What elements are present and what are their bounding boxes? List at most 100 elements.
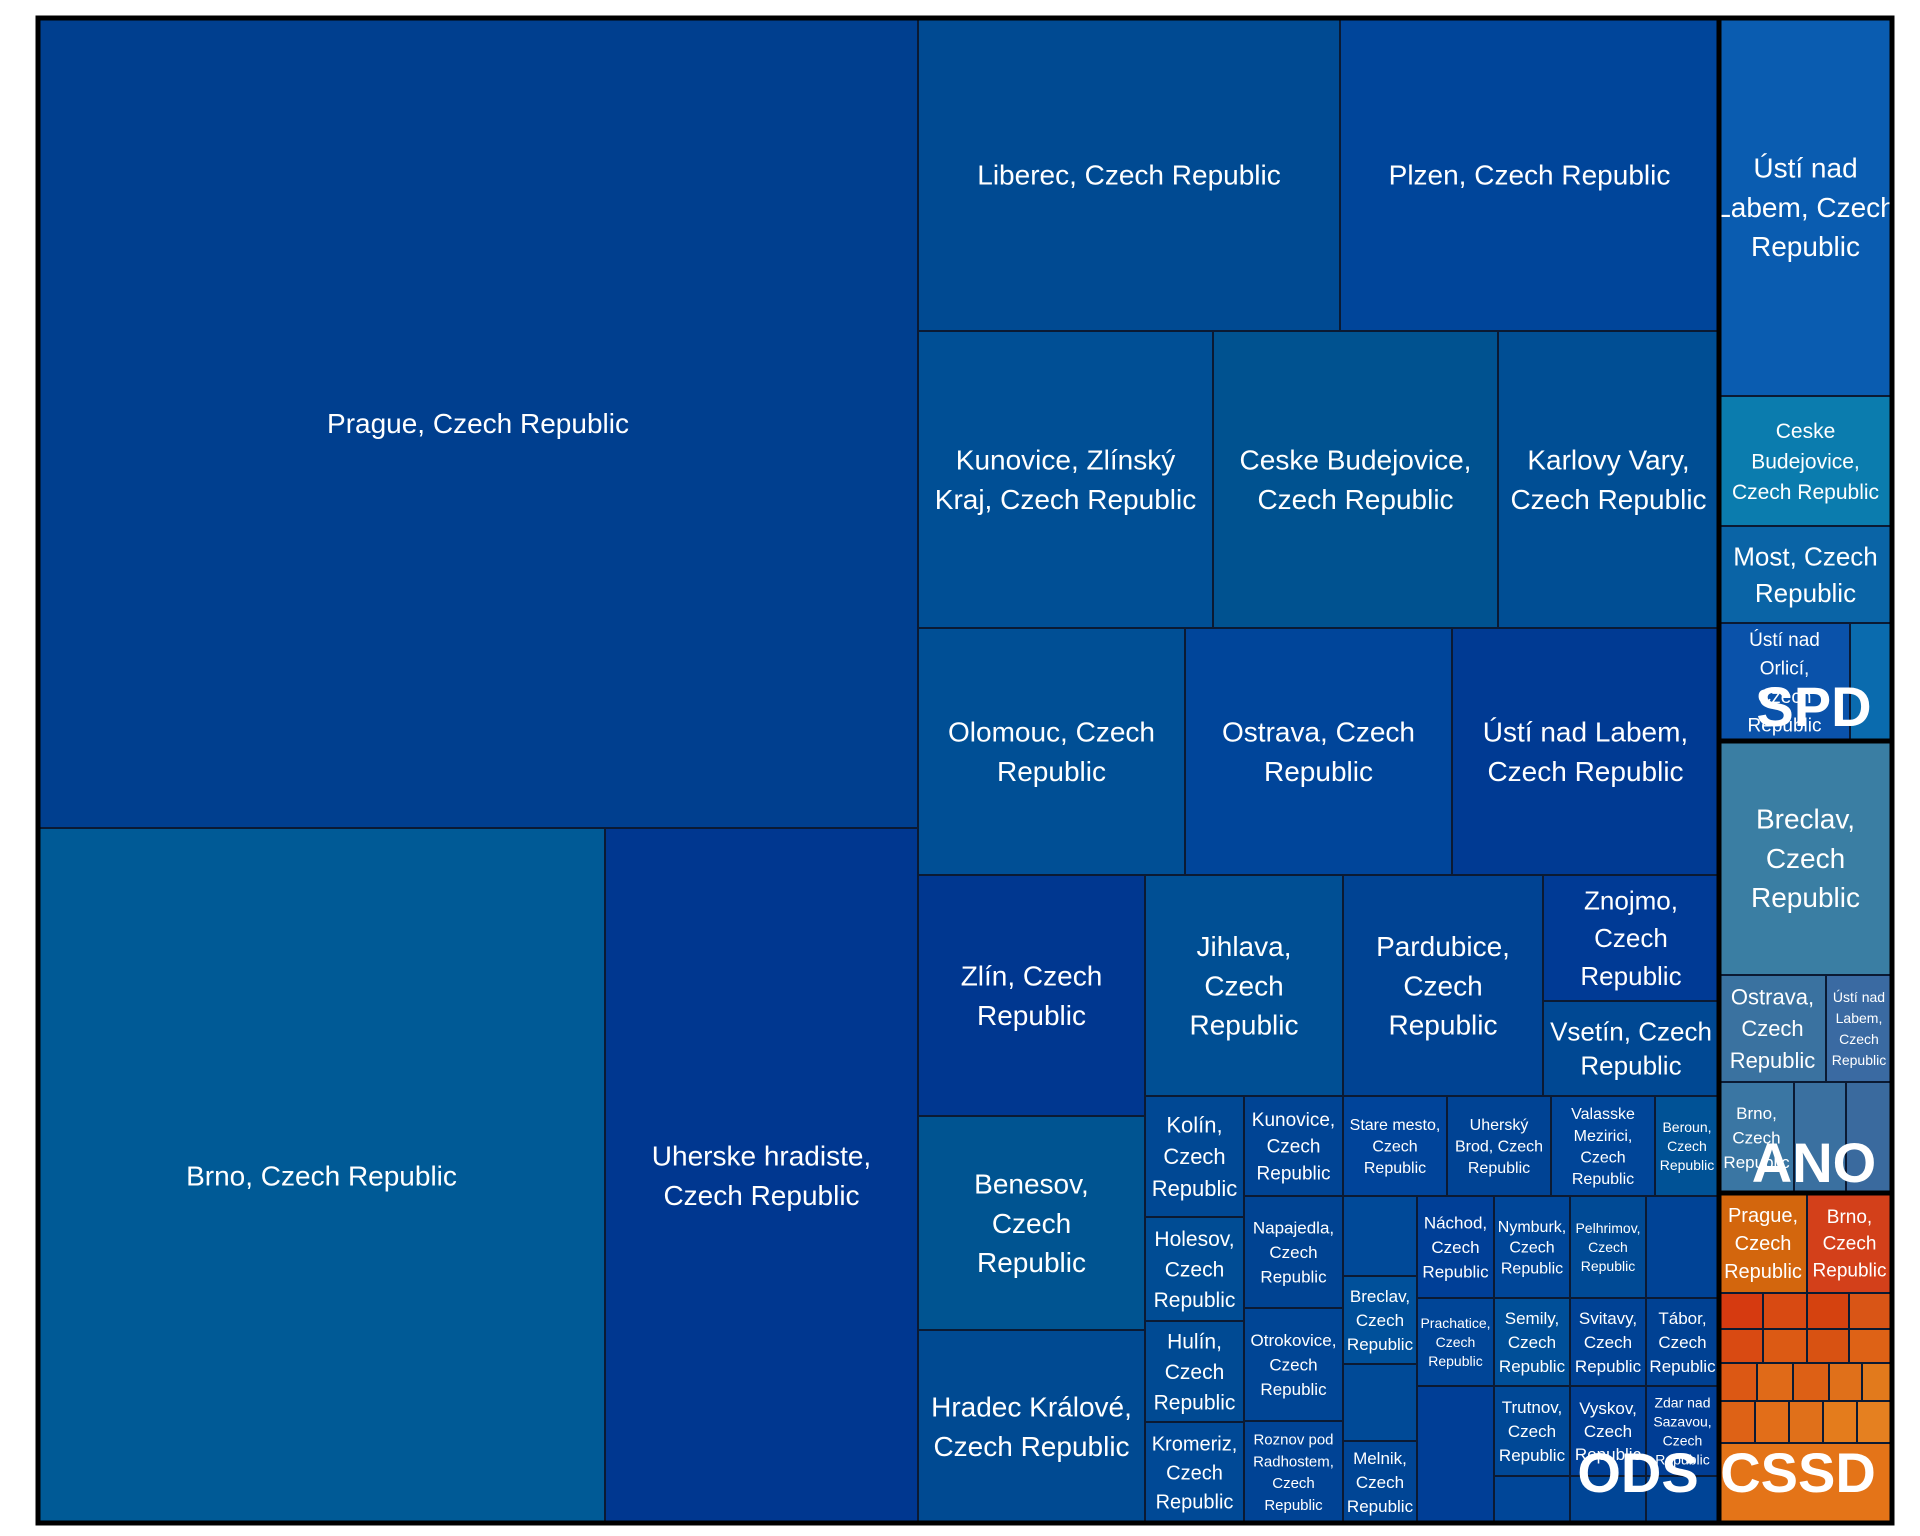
treemap-cell-rect[interactable] [1718, 740, 1893, 976]
treemap-cell-ods-karlovy-vary[interactable]: Karlovy Vary, Czech Republic [1497, 330, 1720, 629]
treemap-cell-ano-usti-nad-labem[interactable]: Ústí nad Labem, Czech Republic [1825, 974, 1893, 1083]
treemap-cell-rect[interactable] [1569, 1195, 1647, 1299]
treemap-cell-rect[interactable] [917, 627, 1186, 876]
treemap-cell-rect[interactable] [1806, 1192, 1893, 1294]
treemap-cell-ods-benesov[interactable]: Benesov, Czech Republic [917, 1115, 1146, 1331]
treemap-cell-rect[interactable] [917, 1115, 1146, 1331]
treemap-cell-rect[interactable] [1144, 1320, 1245, 1423]
treemap-cell-ods-hulin[interactable]: Hulín, Czech Republic [1144, 1320, 1245, 1423]
treemap-cell-spd-most[interactable]: Most, Czech Republic [1718, 525, 1893, 624]
treemap-cell-ano-breclav[interactable]: Breclav, Czech Republic [1718, 740, 1893, 976]
treemap-cell-ods-ceske-budejovice[interactable]: Ceske Budejovice, Czech Republic [1212, 330, 1499, 629]
treemap-cell-ods-pelhrimov[interactable]: Pelhrimov, Czech Republic [1569, 1195, 1647, 1299]
treemap-cell-rect[interactable] [1342, 1095, 1448, 1197]
treemap-cell-ods-prague[interactable]: Prague, Czech Republic [37, 17, 919, 829]
treemap-cell-ods-nachod[interactable]: Náchod, Czech Republic [1416, 1195, 1495, 1299]
treemap-cell-rect[interactable] [37, 827, 606, 1524]
treemap-cell-ods-zlin[interactable]: Zlín, Czech Republic [917, 874, 1146, 1117]
treemap-cell-ano-ostrava[interactable]: Ostrava, Czech Republic [1718, 974, 1827, 1083]
treemap-cell-ods-stare-mesto[interactable]: Stare mesto, Czech Republic [1342, 1095, 1448, 1197]
treemap-cell-ods-prachatice[interactable]: Prachatice, Czech Republic [1416, 1297, 1495, 1387]
treemap-cell-ods-otrokovice[interactable]: Otrokovice, Czech Republic [1243, 1307, 1344, 1422]
treemap-cell-ods-uhersky-brod[interactable]: Uherský Brod, Czech Republic [1446, 1095, 1552, 1197]
treemap-cell-cssd-brno[interactable]: Brno, Czech Republic [1806, 1192, 1893, 1294]
treemap-cell-ods-napajedla[interactable]: Napajedla, Czech Republic [1243, 1195, 1344, 1309]
treemap-cell-rect[interactable] [917, 330, 1214, 629]
treemap-cell-ods-liberec[interactable]: Liberec, Czech Republic [917, 17, 1341, 332]
treemap-cell-rect[interactable] [1493, 1385, 1571, 1477]
treemap-cell-cssd-prague[interactable]: Prague, Czech Republic [1718, 1192, 1808, 1294]
treemap-cell-rect[interactable] [1542, 874, 1720, 1002]
treemap-filler-tile [1792, 1362, 1830, 1402]
treemap-cell-ods-vyskov[interactable]: Vyskov, Czech Republic [1569, 1385, 1647, 1477]
treemap-cell-ods-kunovice[interactable]: Kunovice, Czech Republic [1243, 1095, 1344, 1197]
treemap-filler-tile [1828, 1362, 1863, 1402]
treemap-cell-spd-ceske-budejovice[interactable]: Ceske Budejovice, Czech Republic [1718, 395, 1893, 527]
treemap-cell-label: Hradec Králové, Czech Republic [931, 1392, 1132, 1462]
treemap-cell-rect[interactable] [917, 1329, 1146, 1524]
treemap-cell-rect[interactable] [1212, 330, 1499, 629]
treemap-cell-rect[interactable] [1451, 627, 1720, 876]
treemap-cell-ods-olomouc[interactable]: Olomouc, Czech Republic [917, 627, 1186, 876]
treemap-cell-rect[interactable] [1542, 1000, 1720, 1097]
treemap-cell-rect[interactable] [1645, 1297, 1720, 1387]
treemap-cell-ods-kromeriz[interactable]: Kromeriz, Czech Republic [1144, 1421, 1245, 1524]
treemap-cell-ods-nymburk[interactable]: Nymburk, Czech Republic [1493, 1195, 1571, 1299]
treemap-cell-ods-brno[interactable]: Brno, Czech Republic [37, 827, 606, 1524]
treemap-cell-rect[interactable] [1497, 330, 1720, 629]
treemap-cell-rect[interactable] [1144, 874, 1344, 1097]
treemap-cell-rect[interactable] [1718, 395, 1893, 527]
treemap-cell-rect[interactable] [604, 827, 919, 1524]
treemap-cell-label: Brno, Czech Republic [1813, 1207, 1887, 1281]
treemap-cell-rect[interactable] [1243, 1420, 1344, 1524]
treemap-cell-rect[interactable] [1339, 17, 1720, 332]
treemap-cell-ods-trutnov[interactable]: Trutnov, Czech Republic [1493, 1385, 1571, 1477]
treemap-cell-ods-valasske-mezirici[interactable]: Valasske Mezirici, Czech Republic [1550, 1095, 1656, 1197]
treemap-cell-rect[interactable] [1718, 1081, 1795, 1194]
treemap-cell-ods-melnik[interactable]: Melnik, Czech Republic [1342, 1440, 1418, 1524]
treemap-cell-label: Kromeriz, Czech Republic [1152, 1434, 1238, 1514]
treemap-cell-rect[interactable] [1825, 974, 1893, 1083]
treemap-cell-spd-usti-nad-orlici[interactable]: Ústí nad Orlicí, Czech Republic [1718, 622, 1851, 742]
treemap-cell-rect[interactable] [917, 874, 1146, 1117]
treemap-cell-ods-ostrava[interactable]: Ostrava, Czech Republic [1184, 627, 1453, 876]
treemap-cell-ods-svitavy[interactable]: Svitavy, Czech Republic [1569, 1297, 1647, 1387]
treemap-cell-ods-jihlava[interactable]: Jihlava, Czech Republic [1144, 874, 1344, 1097]
treemap-cell-label: Ostrava, Czech Republic [1222, 717, 1415, 787]
treemap-cell-rect[interactable] [1416, 1297, 1495, 1387]
treemap-cell-rect[interactable] [37, 17, 919, 829]
treemap-cell-ods-tabor[interactable]: Tábor, Czech Republic [1645, 1297, 1720, 1387]
treemap-cell-rect[interactable] [1342, 1440, 1418, 1524]
treemap-cell-ods-breclav[interactable]: Breclav, Czech Republic [1342, 1275, 1418, 1365]
treemap-cell-ods-roznov-pod-radhostem[interactable]: Roznov pod Radhostem, Czech Republic [1243, 1420, 1344, 1524]
treemap-cell-rect[interactable] [1569, 1297, 1647, 1387]
treemap-cell-ods-znojmo[interactable]: Znojmo, Czech Republic [1542, 874, 1720, 1002]
treemap-cell-ods-usti-nad-labem[interactable]: Ústí nad Labem, Czech Republic [1451, 627, 1720, 876]
treemap-cell-spd-usti-nad-labem[interactable]: Ústí nad Labem, Czech Republic [1715, 17, 1896, 397]
treemap-cell-ods-uherske-hradiste[interactable]: Uherske hradiste, Czech Republic [604, 827, 919, 1524]
treemap-cell-ods-semily[interactable]: Semily, Czech Republic [1493, 1297, 1571, 1387]
treemap-cell-ods-holesov[interactable]: Holesov, Czech Republic [1144, 1216, 1245, 1322]
treemap-cell-ods-pardubice[interactable]: Pardubice, Czech Republic [1342, 874, 1544, 1097]
treemap-cell-ods-kolin[interactable]: Kolín, Czech Republic [1144, 1095, 1245, 1218]
treemap-cell-label: Vsetín, Czech Republic [1550, 1017, 1712, 1081]
treemap-cell-ano-brno[interactable]: Brno, Czech Republic [1718, 1081, 1795, 1194]
treemap-cell-ods-beroun[interactable]: Beroun, Czech Republic [1654, 1095, 1720, 1197]
treemap-cell-rect[interactable] [1184, 627, 1453, 876]
treemap-cell-rect[interactable] [1718, 17, 1893, 397]
treemap-cell-rect[interactable] [1569, 1385, 1647, 1477]
treemap-cell-ods-vsetin[interactable]: Vsetín, Czech Republic [1542, 1000, 1720, 1097]
treemap-cell-label: Hulín, Czech Republic [1154, 1330, 1236, 1414]
treemap-cell-rect[interactable] [1718, 525, 1893, 624]
treemap-cell-rect[interactable] [1243, 1195, 1344, 1309]
treemap-cell-ods-hradec-kralove[interactable]: Hradec Králové, Czech Republic [917, 1329, 1146, 1524]
treemap-cell-rect[interactable] [1493, 1297, 1571, 1387]
treemap-cell-ods-zdar-nad-sazavou[interactable]: Zdar nad Sazavou, Czech Republic [1645, 1385, 1720, 1477]
treemap-cell-rect[interactable] [1342, 1275, 1418, 1365]
treemap-cell-ods-plzen[interactable]: Plzen, Czech Republic [1339, 17, 1720, 332]
treemap-cell-rect[interactable] [917, 17, 1341, 332]
treemap-cell-ods-kunovice[interactable]: Kunovice, Zlínský Kraj, Czech Republic [917, 330, 1214, 629]
treemap-cell-rect[interactable] [1718, 1192, 1808, 1294]
treemap-filler-tile [1342, 1195, 1418, 1277]
group-label-ods: ODS [1577, 1441, 1698, 1504]
